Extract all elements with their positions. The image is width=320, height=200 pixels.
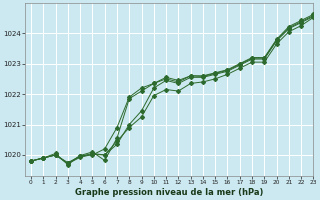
X-axis label: Graphe pression niveau de la mer (hPa): Graphe pression niveau de la mer (hPa) — [75, 188, 263, 197]
